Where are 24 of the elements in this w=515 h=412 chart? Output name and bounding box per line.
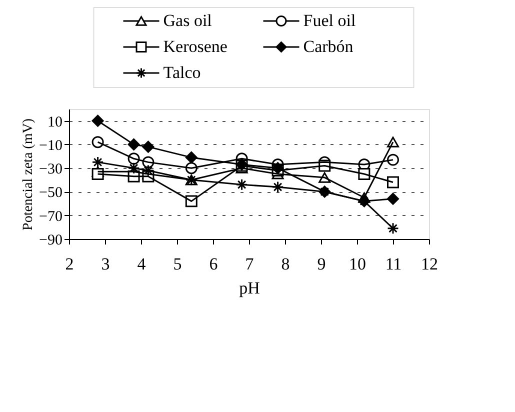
x-tick-label: 9 (317, 254, 326, 274)
x-tick-label: 12 (421, 254, 438, 274)
y-tick-label: −50 (39, 185, 62, 202)
x-tick-label: 4 (137, 254, 146, 274)
legend-label: Carbón (303, 37, 354, 56)
legend-label: Gas oil (163, 11, 212, 30)
x-tick-label: 7 (245, 254, 254, 274)
legend-label: Talco (163, 63, 201, 82)
x-tick-label: 2 (65, 254, 74, 274)
x-tick-label: 3 (101, 254, 110, 274)
x-axis-title: pH (239, 278, 260, 298)
y-tick-label: −30 (39, 162, 62, 178)
y-tick-label: −10 (39, 138, 62, 154)
y-tick-label: 10 (48, 114, 62, 130)
legend-label: Kerosene (163, 37, 228, 56)
x-tick-label: 8 (281, 254, 290, 274)
x-tick-label: 11 (385, 254, 402, 274)
legend-label: Fuel oil (303, 11, 356, 30)
x-tick-label: 6 (209, 254, 218, 274)
y-axis-title: Potencial zeta (mV) (21, 118, 36, 230)
x-tick-label: 10 (349, 254, 366, 274)
y-tick-label: −70 (39, 208, 62, 225)
y-tick-label: −90 (39, 232, 62, 248)
x-tick-label: 5 (173, 254, 182, 274)
